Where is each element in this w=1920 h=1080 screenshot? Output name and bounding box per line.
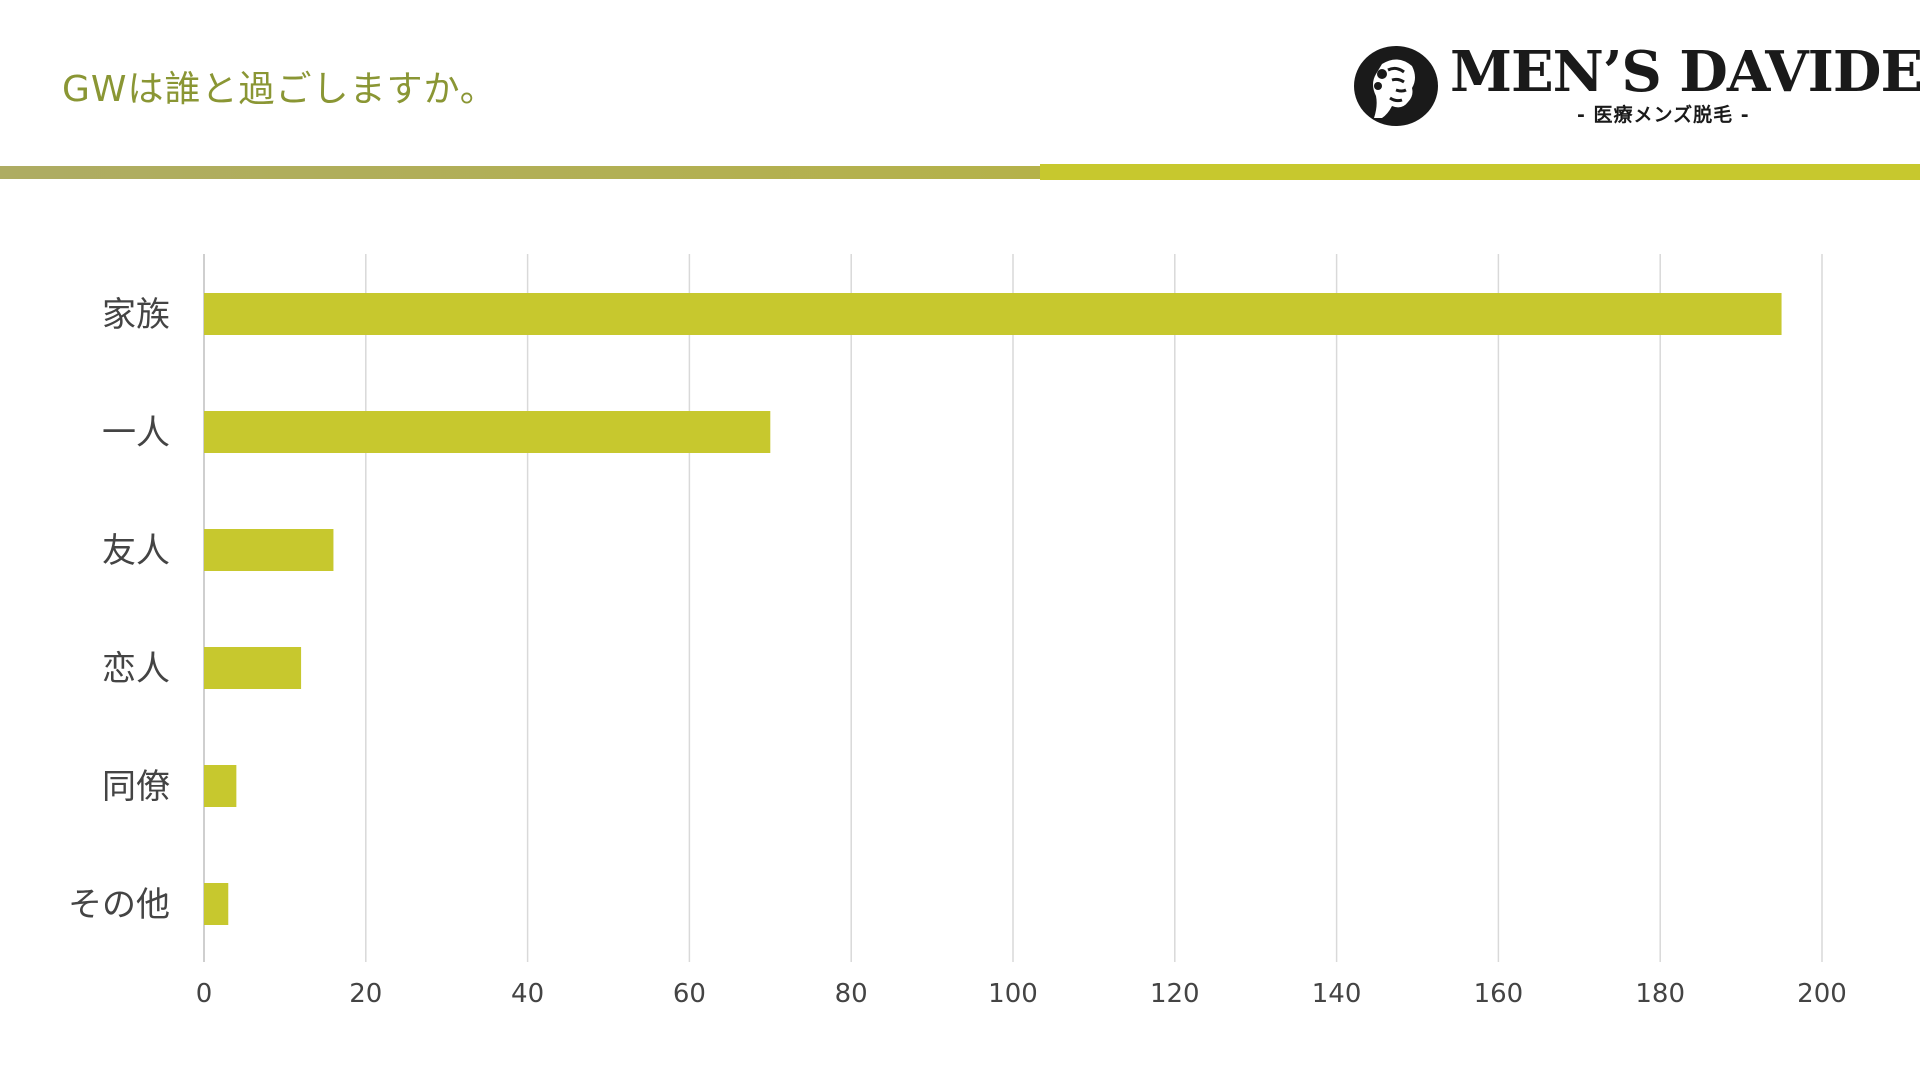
divider-right xyxy=(1040,164,1920,180)
category-label-1: 一人 xyxy=(102,413,170,453)
tick-label-20: 20 xyxy=(349,979,382,1009)
logo-wordmark: MEN’S DAVIDE xyxy=(1450,39,1920,105)
divider-left xyxy=(0,166,1040,179)
bar-4 xyxy=(204,765,237,807)
tick-label-0: 0 xyxy=(196,979,213,1009)
tick-label-40: 40 xyxy=(511,979,544,1009)
category-label-3: 恋人 xyxy=(102,649,170,689)
tick-label-200: 200 xyxy=(1797,979,1847,1009)
tick-label-60: 60 xyxy=(673,979,706,1009)
david-bust-icon xyxy=(1354,46,1438,126)
logo-tagline: - 医療メンズ脱毛 - xyxy=(1577,104,1750,126)
category-label-4: 同僚 xyxy=(102,767,170,807)
tick-labels: 0 20 40 60 80 100 120 140 160 180 200 xyxy=(196,979,1847,1009)
bar-0 xyxy=(204,293,1782,335)
category-label-2: 友人 xyxy=(102,531,170,571)
page-title: GWは誰と過ごしますか。 xyxy=(62,69,497,110)
bar-1 xyxy=(204,411,771,453)
tick-label-180: 180 xyxy=(1635,979,1685,1009)
grid-layer xyxy=(203,254,1823,962)
brand-logo: MEN’S DAVIDE - 医療メンズ脱毛 - xyxy=(1352,40,1920,130)
bar-5 xyxy=(204,883,229,925)
tick-label-120: 120 xyxy=(1150,979,1200,1009)
tick-label-80: 80 xyxy=(835,979,868,1009)
bar-layer xyxy=(204,293,1782,925)
bar-2 xyxy=(204,529,334,571)
tick-label-160: 160 xyxy=(1474,979,1524,1009)
bar-3 xyxy=(204,647,302,689)
tick-label-100: 100 xyxy=(988,979,1038,1009)
tick-label-140: 140 xyxy=(1312,979,1362,1009)
category-label-0: 家族 xyxy=(102,295,170,335)
category-label-5: その他 xyxy=(68,885,170,925)
